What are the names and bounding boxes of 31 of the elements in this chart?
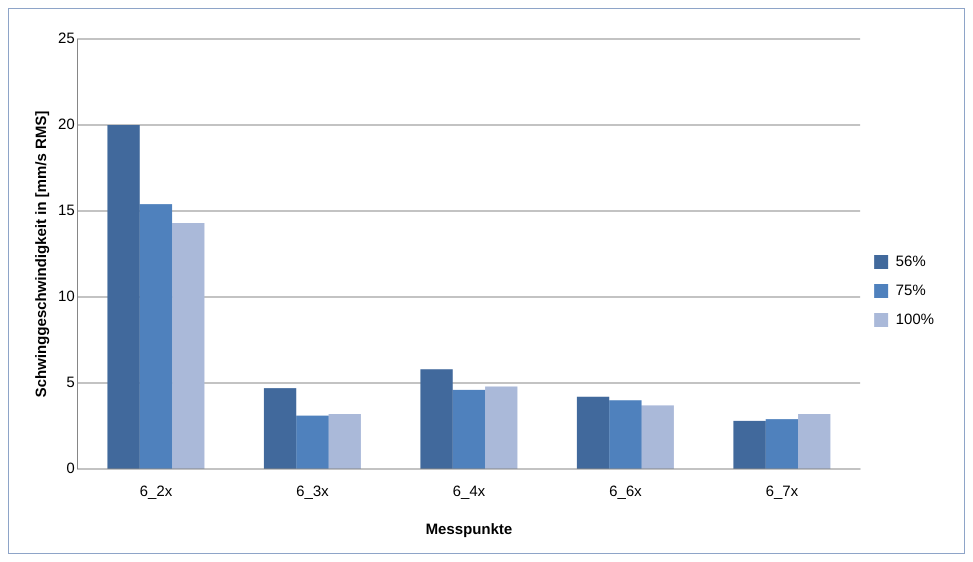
bar [328, 414, 361, 468]
x-tick-label: 6_7x [766, 483, 799, 500]
bar [733, 420, 766, 468]
bar [609, 400, 642, 468]
y-tick-label: 25 [58, 30, 75, 48]
y-tick-label: 10 [58, 288, 75, 306]
y-tick-label: 20 [58, 116, 75, 134]
legend-label: 100% [896, 311, 934, 328]
x-tick-label: 6_4x [452, 483, 486, 500]
x-axis-title: Messpunkte [426, 521, 512, 538]
bar [576, 396, 610, 468]
bar [420, 369, 453, 468]
bar [452, 390, 486, 468]
bar [798, 414, 830, 468]
bar [107, 125, 140, 468]
y-tick-label: 5 [66, 374, 75, 392]
legend-label: 56% [896, 253, 926, 270]
bar [264, 388, 296, 468]
y-tick-label: 15 [58, 202, 75, 220]
bar [296, 416, 329, 468]
x-tick-label: 6_2x [140, 483, 173, 500]
x-tick-label: 6_3x [296, 483, 330, 500]
x-tick-label: 6_6x [609, 483, 642, 500]
bar [140, 204, 172, 468]
y-tick-label: 0 [66, 460, 75, 478]
bar [766, 419, 798, 468]
y-axis-title: Schwinggeschwindigkeit in [mm/s RMS] [33, 110, 50, 398]
bar [642, 405, 674, 468]
legend-label: 75% [896, 282, 926, 300]
bar [172, 223, 204, 468]
bar [485, 386, 518, 468]
